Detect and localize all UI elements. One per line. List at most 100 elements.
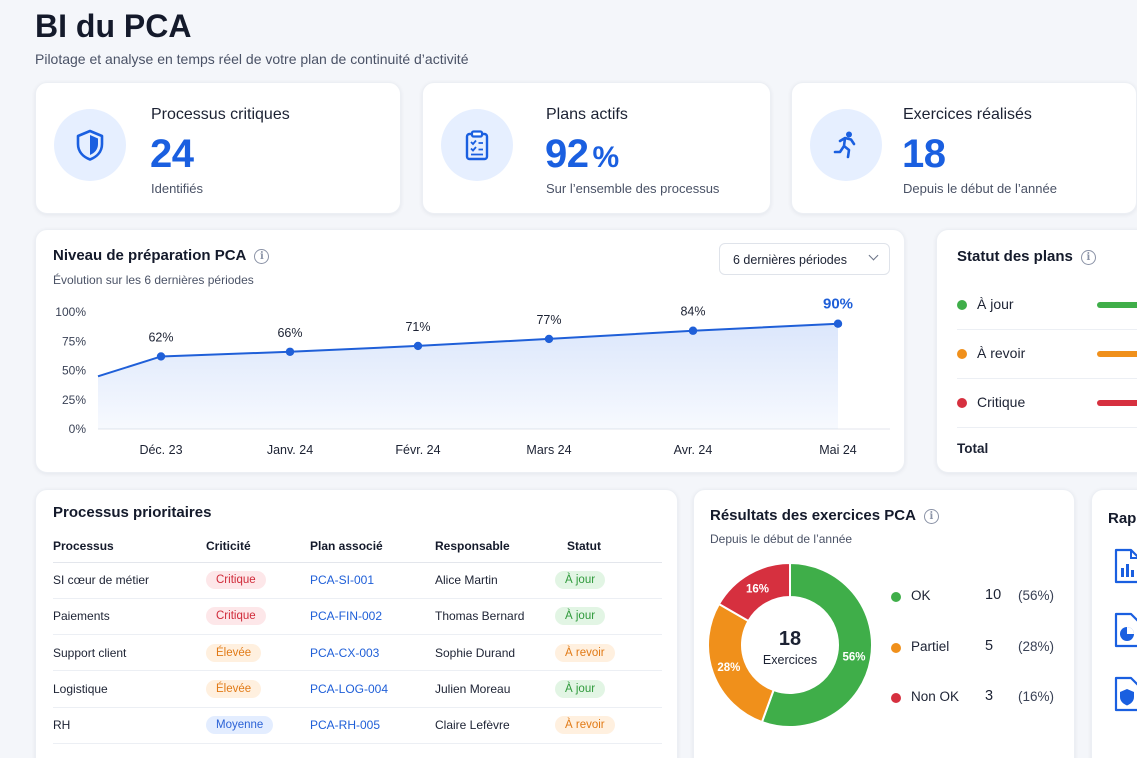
y-tick-label: 25%	[62, 393, 86, 407]
criticality-badge: Critique	[206, 571, 266, 590]
cell-plan: PCA-LOG-004	[310, 670, 435, 708]
page-subtitle: Pilotage et analyse en temps réel de vot…	[35, 51, 469, 67]
status-row-a-jour: À jour	[957, 295, 1137, 315]
page-title: BI du PCA	[35, 8, 192, 44]
data-point	[688, 326, 698, 335]
kpi-note: Depuis le début de l’année	[903, 181, 1057, 196]
status-badge: À jour	[555, 607, 606, 626]
shield-report-icon[interactable]	[1112, 676, 1137, 712]
kpi-label: Exercices réalisés	[903, 106, 1032, 123]
kpi-note: Identifiés	[151, 181, 204, 196]
plan-link[interactable]: PCA-LOG-004	[310, 682, 389, 697]
kpi-label: Processus critiques	[151, 106, 290, 123]
readiness-card: Niveau de préparation PCA i Évolution sur…	[35, 229, 905, 473]
kpi-label: Plans actifs	[546, 106, 628, 123]
table-row[interactable]: Support client Élevée PCA-CX-003 Sophie Dur…	[53, 634, 662, 672]
status-badge: À jour	[555, 680, 606, 699]
cell-responsable: Julien Moreau	[435, 670, 567, 708]
kpi-card-plans: Plans actifs 92% Sur l’ensemble des proc…	[422, 82, 771, 214]
kpi-card-processus: Processus critiques 24 Identifiés	[35, 82, 401, 214]
col-processus[interactable]: Processus	[53, 530, 206, 563]
cell-processus: Support client	[53, 634, 206, 672]
col-plan[interactable]: Plan associé	[310, 530, 435, 563]
cell-responsable: Alice Martin	[435, 562, 567, 599]
legend-dot	[891, 592, 901, 602]
priority-card: Processus prioritaires Processus Critici…	[35, 489, 678, 758]
exercises-donut: 56% 28% 16%	[707, 561, 873, 728]
cell-processus: RH	[53, 707, 206, 744]
table-row[interactable]: Logistique Élevée PCA-LOG-004 Julien Moreau…	[53, 670, 662, 708]
table-row[interactable]: SI cœur de métier Critique PCA-SI-001 Alice…	[53, 562, 662, 599]
readiness-subtitle: Évolution sur les 6 dernières périodes	[53, 273, 254, 287]
legend-ok: OK 10 (56%)	[891, 587, 1061, 607]
data-point	[156, 352, 166, 361]
cell-plan: PCA-CX-003	[310, 634, 435, 672]
reports-card: Rapp	[1091, 489, 1137, 758]
reports-title: Rapp	[1108, 510, 1137, 527]
readiness-chart: 100% 75% 50% 25% 0% 62% Déc. 23 66% Janv. 24 71% F…	[55, 296, 890, 457]
donut-slice	[760, 561, 873, 728]
period-select[interactable]: 6 dernières périodes	[719, 243, 890, 275]
cell-responsable: Thomas Bernard	[435, 598, 567, 636]
exercises-card: Résultats des exercices PCA i Depuis le d…	[693, 489, 1075, 758]
x-tick-label: Déc. 23	[139, 443, 182, 457]
priority-title: Processus prioritaires	[53, 504, 212, 521]
area-fill	[98, 323, 838, 429]
legend-non-ok: Non OK 3 (16%)	[891, 688, 1061, 708]
col-criticite[interactable]: Criticité	[206, 530, 310, 563]
plan-link[interactable]: PCA-SI-001	[310, 573, 375, 588]
donut-slice	[717, 561, 791, 623]
info-icon[interactable]: i	[1080, 250, 1096, 265]
data-point	[285, 347, 295, 356]
x-tick-label: Mars 24	[526, 443, 571, 457]
donut-center-value: 18	[778, 628, 802, 650]
legend-dot	[891, 693, 901, 703]
info-icon[interactable]: i	[923, 509, 939, 524]
cell-processus: Logistique	[53, 670, 206, 708]
col-responsable[interactable]: Responsable	[435, 530, 567, 563]
pie-chart-report-icon[interactable]	[1112, 612, 1137, 648]
kpi-value: 92%	[545, 132, 619, 176]
plan-link[interactable]: PCA-FIN-002	[310, 609, 383, 624]
data-label: 66%	[277, 326, 302, 340]
slice-label: 28%	[717, 662, 740, 674]
donut-center: 18 Exercices	[750, 628, 830, 667]
bar-chart-report-icon[interactable]	[1112, 548, 1137, 584]
plan-link[interactable]: PCA-CX-003	[310, 645, 380, 660]
data-point	[413, 341, 423, 351]
status-dot	[957, 349, 967, 359]
kpi-card-exercices: Exercices réalisés 18 Depuis le début de…	[791, 82, 1137, 214]
kpi-value: 24	[150, 132, 194, 176]
table-row[interactable]: RH Moyenne PCA-RH-005 Claire Lefèvre À revoi…	[53, 707, 662, 744]
status-dot	[957, 300, 967, 310]
table-row[interactable]: Paiements Critique PCA-FIN-002 Thomas Berna…	[53, 598, 662, 636]
criticality-badge: Critique	[206, 607, 266, 626]
kpi-note: Sur l’ensemble des processus	[546, 181, 720, 196]
running-person-icon	[810, 109, 882, 181]
shield-icon	[54, 109, 126, 181]
cell-processus: Paiements	[53, 598, 206, 636]
criticality-badge: Élevée	[206, 680, 262, 699]
cell-responsable: Claire Lefèvre	[435, 707, 567, 744]
y-tick-label: 0%	[69, 422, 87, 436]
status-bar	[1097, 400, 1137, 406]
status-bar	[1097, 302, 1137, 308]
plan-link[interactable]: PCA-RH-005	[310, 718, 381, 733]
data-point	[544, 334, 554, 344]
info-icon[interactable]: i	[254, 249, 270, 264]
cell-plan: PCA-FIN-002	[310, 598, 435, 636]
plan-status-card: Statut des plans i À jour À revoir Critiq…	[936, 229, 1137, 473]
cell-criticite: Moyenne	[206, 707, 310, 744]
readiness-title: Niveau de préparation PCA i	[53, 247, 270, 264]
total-label: Total	[957, 441, 989, 456]
y-tick-label: 100%	[55, 305, 86, 319]
kpi-value: 18	[902, 132, 946, 176]
slice-label: 56%	[842, 651, 865, 663]
donut-center-label: Exercices	[762, 653, 818, 667]
data-point	[833, 319, 843, 328]
slice-label: 16%	[746, 584, 769, 596]
col-statut[interactable]: Statut	[567, 530, 662, 563]
x-tick-label: Janv. 24	[267, 443, 313, 457]
cell-plan: PCA-SI-001	[310, 562, 435, 599]
status-row-critique: Critique	[957, 393, 1137, 413]
